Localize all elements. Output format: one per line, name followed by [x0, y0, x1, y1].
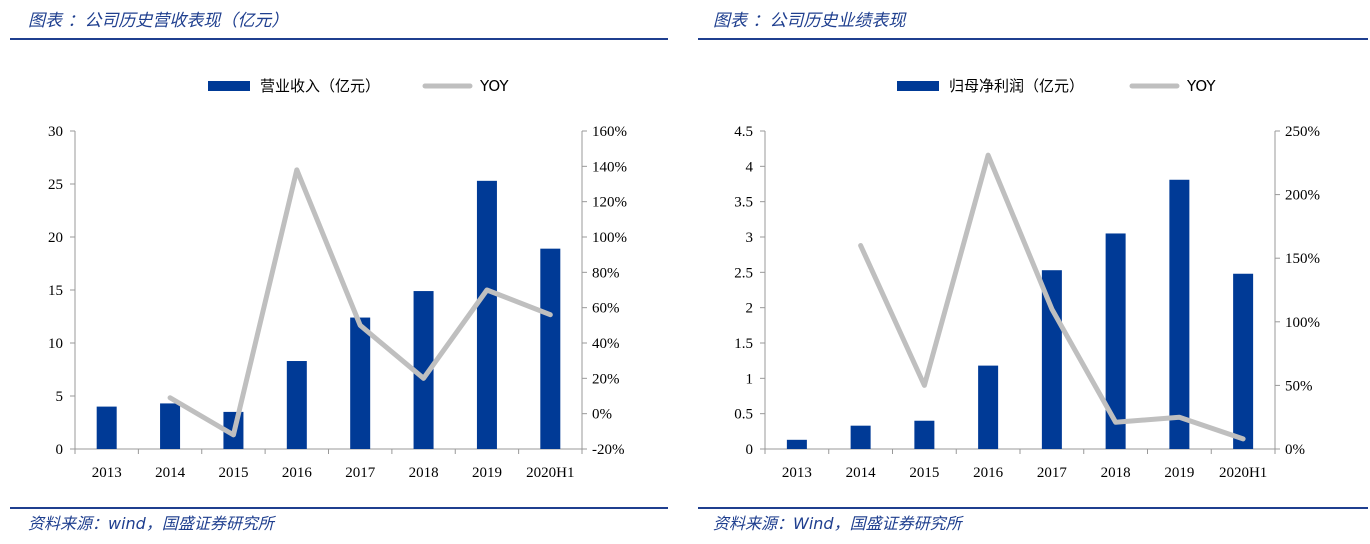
chart0-y-right-tick-label: 80% — [592, 265, 620, 281]
chart0-bar-2020H1 — [540, 248, 561, 449]
chart0-yoy-point-2016 — [296, 169, 298, 171]
profit-chart: 0 0.5 1 1.5 2 2.5 3 3.5 4 4.5 0% 50% 100% 150% 200% 250… — [734, 77, 1320, 481]
profit-source: 资料来源：Wind，国盛证券研究所 — [713, 514, 962, 533]
chart0-y-left-tick-label: 5 — [56, 389, 64, 405]
revenue-panel: 图表 ：公司历史营收表现（亿元） 0 5 10 15 20 25 30 -20% 0% 20% 40… — [10, 11, 668, 533]
chart0-x-tick-label: 2020H1 — [526, 465, 574, 481]
chart0-yoy-point-2020H1 — [549, 314, 551, 316]
chart1-y-right-tick-label: 50% — [1285, 378, 1313, 394]
chart0-x-tick-label: 2019 — [472, 465, 502, 481]
chart0-y-left-tick-label: 25 — [48, 177, 63, 193]
chart0-x-tick-label: 2018 — [409, 465, 439, 481]
chart1-y-right-tick-label: 100% — [1285, 315, 1320, 331]
chart1-y-left-tick-label: 2.5 — [734, 265, 753, 281]
chart0-yoy-point-2014 — [169, 397, 171, 399]
chart1-yoy-point-2014 — [860, 244, 862, 246]
chart1-x-tick-label: 2014 — [846, 465, 877, 481]
chart0-y-left-tick-label: 0 — [56, 442, 64, 458]
chart1-y-right-tick-label: 250% — [1285, 124, 1320, 140]
chart1-y-left-tick-label: 2 — [746, 301, 754, 317]
chart1-bar-2018 — [1105, 233, 1126, 449]
chart1-yoy-point-2016 — [987, 154, 989, 156]
profit-source-rule — [698, 507, 1368, 509]
chart0-y-right-tick-label: 160% — [592, 124, 627, 140]
chart0-x-tick-label: 2016 — [282, 465, 313, 481]
chart1-y-left-tick-label: 0 — [746, 442, 754, 458]
chart1-yoy-point-2019 — [1178, 416, 1180, 418]
chart1-yoy-point-2015 — [923, 384, 925, 386]
chart0-y-right-tick-label: 140% — [592, 159, 627, 175]
profit-panel-title: 图表 ：公司历史业绩表现 — [713, 11, 906, 31]
chart0-bar-2017 — [350, 317, 371, 449]
revenue-source: 资料来源：wind，国盛证券研究所 — [28, 514, 274, 533]
chart1-yoy-point-2020H1 — [1242, 438, 1244, 440]
chart1-bar-2016 — [978, 365, 999, 449]
chart1-legend-bar-swatch — [897, 81, 939, 91]
chart0-y-right-tick-label: -20% — [592, 442, 625, 458]
chart0-bar-2013 — [96, 406, 117, 449]
revenue-source-rule — [10, 507, 668, 509]
chart1-y-right-tick-label: 0% — [1285, 442, 1305, 458]
chart0-y-left-tick-label: 15 — [48, 283, 63, 299]
chart1-bar-2020H1 — [1233, 273, 1254, 449]
chart1-y-right-tick-label: 200% — [1285, 188, 1320, 204]
chart1-y-left-tick-label: 0.5 — [734, 407, 753, 423]
chart1-yoy-point-2017 — [1051, 308, 1053, 310]
chart0-y-right-tick-label: 40% — [592, 336, 620, 352]
chart0-bar-2014 — [160, 403, 181, 449]
chart0-bar-2019 — [476, 180, 497, 449]
chart1-y-left-tick-label: 1.5 — [734, 336, 753, 352]
chart0-y-right-tick-label: 100% — [592, 230, 627, 246]
chart1-legend-bar-label: 归母净利润（亿元） — [949, 77, 1084, 95]
chart1-x-tick-label: 2013 — [782, 465, 812, 481]
chart0-x-tick-label: 2013 — [92, 465, 122, 481]
chart1-y-left-tick-label: 4.5 — [734, 124, 753, 140]
chart1-x-tick-label: 2019 — [1164, 465, 1194, 481]
chart1-x-tick-label: 2017 — [1037, 465, 1068, 481]
chart0-yoy-point-2018 — [423, 377, 425, 379]
chart0-x-tick-label: 2014 — [155, 465, 186, 481]
chart0-y-right-tick-label: 20% — [592, 371, 620, 387]
chart1-y-left-tick-label: 1 — [746, 371, 754, 387]
revenue-chart: 0 5 10 15 20 25 30 -20% 0% 20% 40% 60% 80% 100% 120% 14… — [48, 77, 627, 481]
chart0-yoy-point-2017 — [359, 324, 361, 326]
chart1-bar-2015 — [914, 420, 935, 449]
chart1-y-left-tick-label: 3 — [746, 230, 754, 246]
chart0-x-tick-label: 2017 — [345, 465, 376, 481]
chart0-legend-line-label: YOY — [479, 77, 509, 95]
chart0-x-tick-label: 2015 — [218, 465, 248, 481]
chart1-legend-line-label: YOY — [1186, 77, 1216, 95]
chart1-bar-2013 — [786, 439, 807, 449]
revenue-panel-title: 图表 ：公司历史营收表现（亿元） — [28, 11, 289, 31]
chart1-bar-2019 — [1169, 179, 1190, 449]
chart0-y-left-tick-label: 20 — [48, 230, 63, 246]
chart0-bar-2016 — [286, 361, 307, 449]
chart0-bar-2018 — [413, 291, 434, 449]
chart1-yoy-point-2018 — [1115, 421, 1117, 423]
profit-title-rule — [698, 38, 1368, 40]
profit-panel: 图表 ：公司历史业绩表现 0 0.5 1 1.5 2 2.5 3 3.5 4 4.5 0% 50% 10… — [685, 0, 1370, 544]
chart0-y-left-tick-label: 30 — [48, 124, 63, 140]
chart1-bar-2014 — [850, 425, 871, 449]
chart1-x-tick-label: 2015 — [909, 465, 939, 481]
chart0-legend-bar-swatch — [208, 81, 250, 91]
chart1-x-tick-label: 2016 — [973, 465, 1004, 481]
chart1-x-tick-label: 2020H1 — [1219, 465, 1267, 481]
chart0-legend-bar-label: 营业收入（亿元） — [260, 77, 380, 95]
chart0-yoy-point-2019 — [486, 289, 488, 291]
revenue-title-rule — [10, 38, 668, 40]
chart1-y-left-tick-label: 3.5 — [734, 195, 753, 211]
chart0-y-right-tick-label: 120% — [592, 195, 627, 211]
chart1-y-left-tick-label: 4 — [746, 159, 754, 175]
chart1-y-right-tick-label: 150% — [1285, 251, 1320, 267]
chart0-y-left-tick-label: 10 — [48, 336, 63, 352]
chart0-y-right-tick-label: 0% — [592, 407, 612, 423]
chart1-x-tick-label: 2018 — [1101, 465, 1131, 481]
chart0-y-right-tick-label: 60% — [592, 301, 620, 317]
chart0-yoy-point-2015 — [232, 434, 234, 436]
